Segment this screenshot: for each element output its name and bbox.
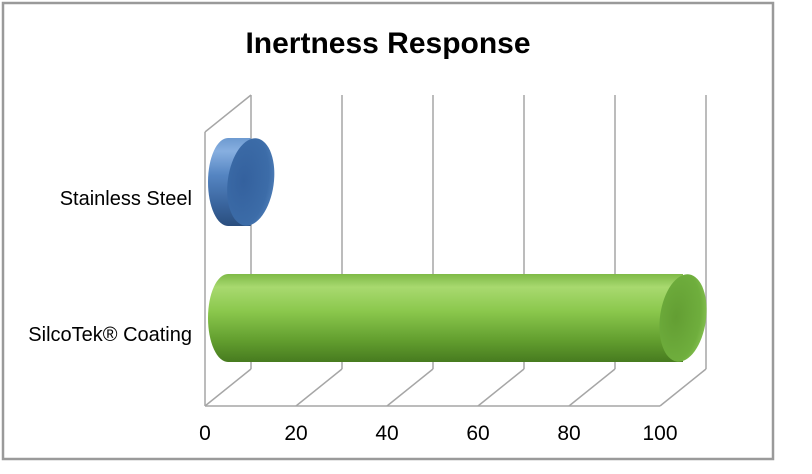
gridline-floor-100 (659, 368, 707, 407)
cylinder-body (228, 274, 683, 362)
bar-cylinder-silcotek-coating (208, 274, 707, 362)
cylinder-end-cap (227, 138, 275, 226)
gridline-floor-80 (568, 368, 616, 407)
x-tick-label-80: 80 (557, 422, 580, 445)
bars (208, 138, 707, 362)
x-axis-labels: 0 20 40 60 80 100 (199, 422, 677, 445)
cylinder-end-cap (659, 274, 707, 362)
bar-cylinder-stainless-steel (208, 138, 275, 226)
x-tick-label-20: 20 (284, 422, 307, 445)
chart-frame-border (1, 1, 775, 461)
x-tick-label-100: 100 (642, 422, 677, 445)
gridlines (204, 95, 707, 407)
plot-walls (204, 94, 660, 407)
chart-title: Inertness Response (245, 27, 530, 60)
x-tick-label-60: 60 (466, 422, 489, 445)
gridline-floor-40 (386, 368, 434, 407)
category-label-0: Stainless Steel (60, 188, 192, 210)
left-wall-top-edge (204, 94, 252, 133)
gridline-floor-20 (295, 368, 343, 407)
x-tick-label-0: 0 (199, 422, 211, 445)
gridline-floor-60 (477, 368, 525, 407)
category-label-1: SilcoTek® Coating (28, 324, 192, 346)
gridline-floor-0 (204, 368, 252, 407)
category-labels: Stainless Steel SilcoTek® Coating (28, 188, 192, 346)
x-tick-label-40: 40 (375, 422, 398, 445)
